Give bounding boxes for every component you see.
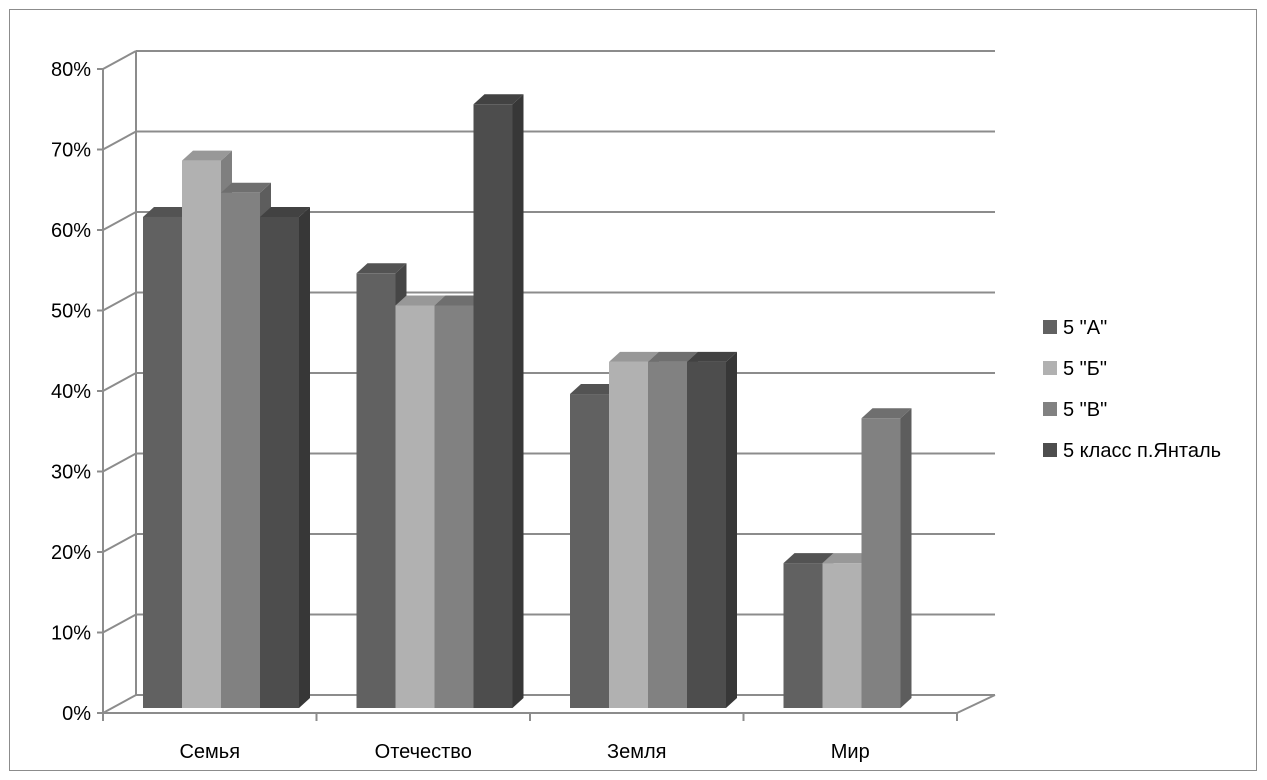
y-tick-label: 40% [51, 381, 91, 403]
bar-side [900, 408, 912, 708]
side-gridline [102, 130, 137, 151]
bar-front [356, 273, 396, 708]
side-gridline [102, 533, 137, 553]
floor-right-edge [956, 694, 996, 714]
bar-top [221, 182, 271, 193]
bar-front [395, 305, 435, 708]
bar-front [260, 216, 299, 708]
bar-front [434, 305, 474, 708]
bar-side [299, 206, 310, 708]
bar-front [648, 361, 687, 708]
legend-swatch [1043, 402, 1057, 416]
legend-swatch [1043, 443, 1057, 457]
y-tick-label: 20% [51, 542, 91, 564]
legend-label: 5 класс п.Янталь [1063, 440, 1221, 462]
side-gridline [102, 50, 137, 70]
x-tick-label: Мир [831, 741, 870, 763]
bar [473, 94, 524, 708]
bar [861, 408, 912, 708]
side-gridline [102, 613, 137, 634]
bar-front [221, 192, 260, 709]
side-gridline [102, 694, 137, 714]
y-tick-label: 10% [51, 623, 91, 645]
side-gridline [102, 211, 137, 231]
bar [687, 351, 737, 708]
x-tick-label: Земля [607, 741, 666, 763]
bar-front [182, 160, 221, 709]
bar-front [570, 394, 609, 708]
legend-label: 5 "Б" [1063, 358, 1107, 380]
bar-front [822, 563, 862, 708]
y-tick-label: 0% [62, 703, 91, 725]
y-tick-label: 70% [51, 140, 91, 162]
bar-top [356, 263, 407, 274]
bar-top [434, 295, 485, 306]
y-tick-label: 30% [51, 462, 91, 484]
bar-top [473, 94, 524, 105]
bar-top [822, 553, 873, 564]
bar-front [473, 104, 513, 708]
side-gridline [102, 291, 137, 312]
bar-top [395, 295, 446, 306]
bar-front [609, 361, 648, 708]
axes: 0% 10% 20% 30% 40% 50% 60% 70% 80% Семья Отечество… [51, 59, 958, 763]
side-gridline [102, 372, 137, 392]
bar-front [861, 418, 901, 708]
bar [260, 206, 310, 708]
bar-top [609, 351, 659, 362]
x-tick-label: Семья [179, 741, 240, 763]
bar-top [143, 206, 193, 217]
bar-top [648, 351, 698, 362]
legend-label: 5 "В" [1063, 399, 1107, 421]
bar-side [512, 94, 524, 708]
bar-top [861, 408, 912, 419]
y-tick-label: 80% [51, 59, 91, 81]
bar-top [687, 351, 737, 362]
bar-top [570, 384, 620, 395]
y-tick-label: 60% [51, 220, 91, 242]
bars [143, 94, 912, 709]
legend-swatch [1043, 361, 1057, 375]
legend-swatch [1043, 320, 1057, 334]
bar-top [783, 553, 834, 564]
bar-front [783, 563, 823, 708]
bar-side [726, 351, 737, 708]
bar-front [687, 361, 726, 708]
x-tick-label: Отечество [375, 741, 472, 763]
legend: 5 "А" 5 "Б" 5 "В" 5 класс п.Янталь [1043, 317, 1221, 462]
bar-top [260, 206, 310, 217]
bar-front [143, 216, 182, 708]
side-gridline [102, 452, 137, 473]
y-tick-label: 50% [51, 301, 91, 323]
bar-top [182, 150, 232, 161]
legend-label: 5 "А" [1063, 317, 1107, 339]
